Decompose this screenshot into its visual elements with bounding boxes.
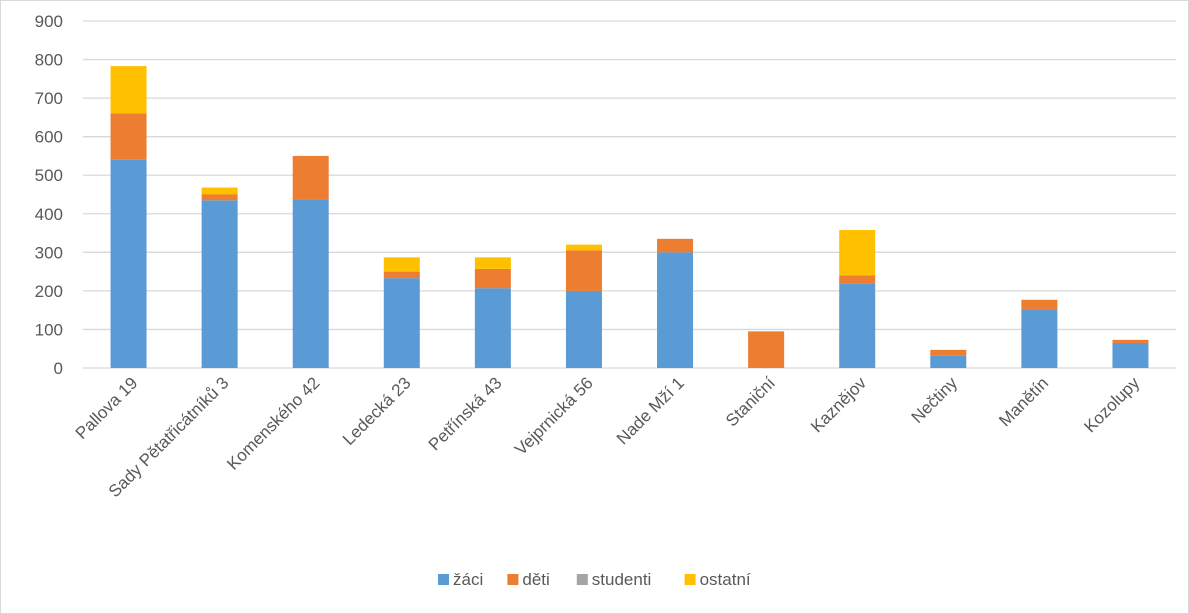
bar-segment-deti [1021,299,1058,310]
bar-segment-zaci [201,200,238,368]
bar-segment-zaci [383,278,420,368]
bar-segment-zaci [657,252,694,368]
y-tick-label: 400 [35,205,63,224]
legend-swatch-zaci [438,574,449,585]
y-axis-tick-labels: 0 100 200 300 400 500 600 700 800 900 [35,12,63,378]
bar-segment-deti [201,194,238,201]
bar-segment-zaci [110,159,147,368]
bar-segment-zaci [839,283,876,368]
bar-segment-ostatni [565,244,602,251]
legend: žáci děti studenti ostatní [438,570,751,589]
bar-segment-ostatni [110,66,147,114]
bar-segment-ostatni [839,229,876,276]
legend-swatch-studenti [576,574,588,585]
bar-segment-deti [383,271,420,279]
legend-label-studenti: studenti [592,570,652,589]
y-tick-label: 200 [35,282,63,301]
bar-segment-deti [930,349,967,356]
bar-segment-ostatni [474,257,511,269]
legend-label-ostatni: ostatní [700,570,751,589]
bar-segment-zaci [474,288,511,368]
bar-segment-zaci [1021,309,1058,368]
y-tick-label: 500 [35,166,63,185]
bar-segment-zaci [1112,342,1149,368]
y-tick-label: 300 [35,243,63,262]
bars [110,66,1149,368]
y-tick-label: 600 [35,128,63,147]
legend-swatch-ostatni [684,574,696,585]
bar-segment-deti [1112,339,1149,343]
gridlines [83,20,1176,369]
y-tick-label: 800 [35,51,63,70]
legend-label-deti: děti [522,570,549,589]
y-tick-label: 0 [54,359,63,378]
bar-segment-deti [565,250,602,291]
bar-segment-deti [839,275,876,284]
y-tick-label: 900 [35,12,63,31]
bar-segment-deti [657,238,694,253]
legend-swatch-deti [507,574,519,585]
bar-segment-zaci [292,199,329,368]
y-tick-label: 100 [35,320,63,339]
y-tick-label: 700 [35,89,63,108]
bar-segment-zaci [930,355,967,368]
bar-segment-ostatni [201,187,238,195]
bar-segment-deti [748,331,785,368]
bar-segment-ostatni [383,257,420,272]
bar-segment-deti [110,113,147,160]
bar-segment-zaci [565,290,602,368]
bar-segment-deti [292,155,329,200]
bar-segment-deti [474,268,511,289]
legend-label-zaci: žáci [453,570,483,589]
